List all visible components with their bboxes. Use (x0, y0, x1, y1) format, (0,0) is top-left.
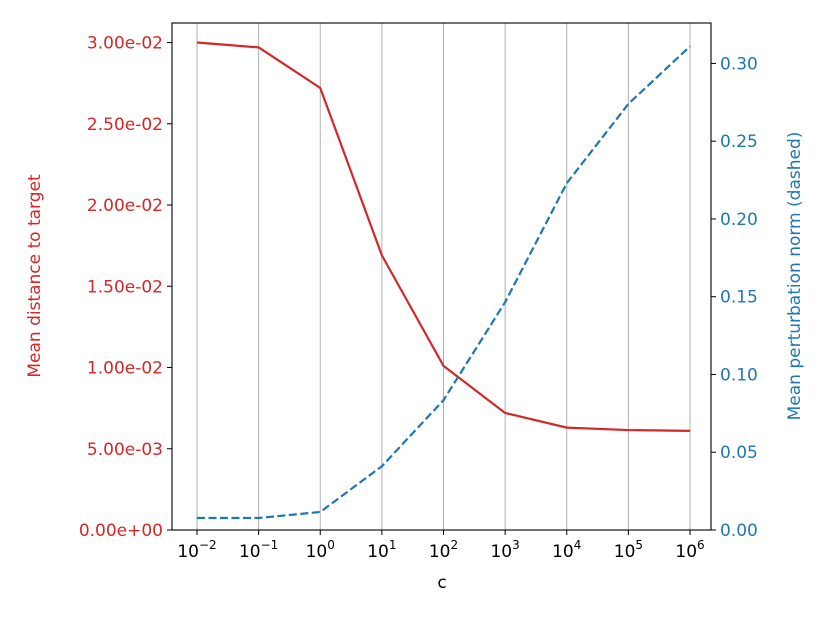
x-tick-label: 101 (367, 538, 396, 562)
x-tick-label: 102 (429, 538, 458, 562)
y-tick-label: 2.00e-02 (87, 196, 163, 216)
x-tick-label: 100 (306, 538, 335, 562)
y-tick-label: 5.00e-03 (87, 440, 163, 460)
y2-tick-label: 0.15 (720, 288, 758, 308)
x-tick-label: 10−2 (177, 538, 216, 562)
x-tick-base: 10 (552, 542, 574, 562)
x-tick-exponent: −2 (199, 538, 217, 552)
x-tick-exponent: 1 (389, 538, 397, 552)
y2-tick-label: 0.20 (720, 210, 758, 230)
x-tick-base: 10 (490, 542, 512, 562)
x-tick-base: 10 (675, 542, 697, 562)
y2-tick-label: 0.00 (720, 521, 758, 541)
x-tick-exponent: −1 (261, 538, 279, 552)
x-tick-exponent: 6 (697, 538, 705, 552)
y2-tick-label: 0.25 (720, 132, 758, 152)
x-tick-base: 10 (306, 542, 328, 562)
x-tick-label: 10−1 (239, 538, 278, 562)
data-line (196, 41, 691, 432)
data-line (196, 45, 691, 520)
y-tick-label: 3.00e-02 (87, 34, 163, 54)
x-tick-label: 105 (614, 538, 643, 562)
x-tick-label: 106 (675, 538, 704, 562)
x-tick-label: 104 (552, 538, 581, 562)
x-tick-exponent: 2 (451, 538, 459, 552)
y-tick-label: 2.50e-02 (87, 115, 163, 135)
x-tick-label: 103 (490, 538, 519, 562)
y-axis-label: Mean distance to target (25, 174, 45, 378)
y-tick-label: 1.50e-02 (87, 277, 163, 297)
x-axis-label: c (437, 573, 446, 593)
x-tick-exponent: 4 (574, 538, 582, 552)
y-tick-label: 1.00e-02 (87, 359, 163, 379)
y2-tick-label: 0.05 (720, 443, 758, 463)
x-tick-exponent: 0 (327, 538, 335, 552)
y2-tick-label: 0.10 (720, 365, 758, 385)
x-tick-base: 10 (239, 542, 261, 562)
x-tick-exponent: 5 (635, 538, 643, 552)
y-tick-label: 0.00e+00 (79, 521, 163, 541)
x-tick-base: 10 (429, 542, 451, 562)
x-tick-exponent: 3 (512, 538, 520, 552)
x-tick-base: 10 (177, 542, 199, 562)
x-tick-base: 10 (614, 542, 636, 562)
x-tick-base: 10 (367, 542, 389, 562)
y2-axis-label: Mean perturbation norm (dashed) (785, 132, 805, 421)
y2-tick-label: 0.30 (720, 54, 758, 74)
plot-frame (171, 22, 712, 531)
